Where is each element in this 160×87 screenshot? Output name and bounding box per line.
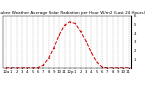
Title: Milwaukee Weather Average Solar Radiation per Hour W/m2 (Last 24 Hours): Milwaukee Weather Average Solar Radiatio… <box>0 11 145 15</box>
